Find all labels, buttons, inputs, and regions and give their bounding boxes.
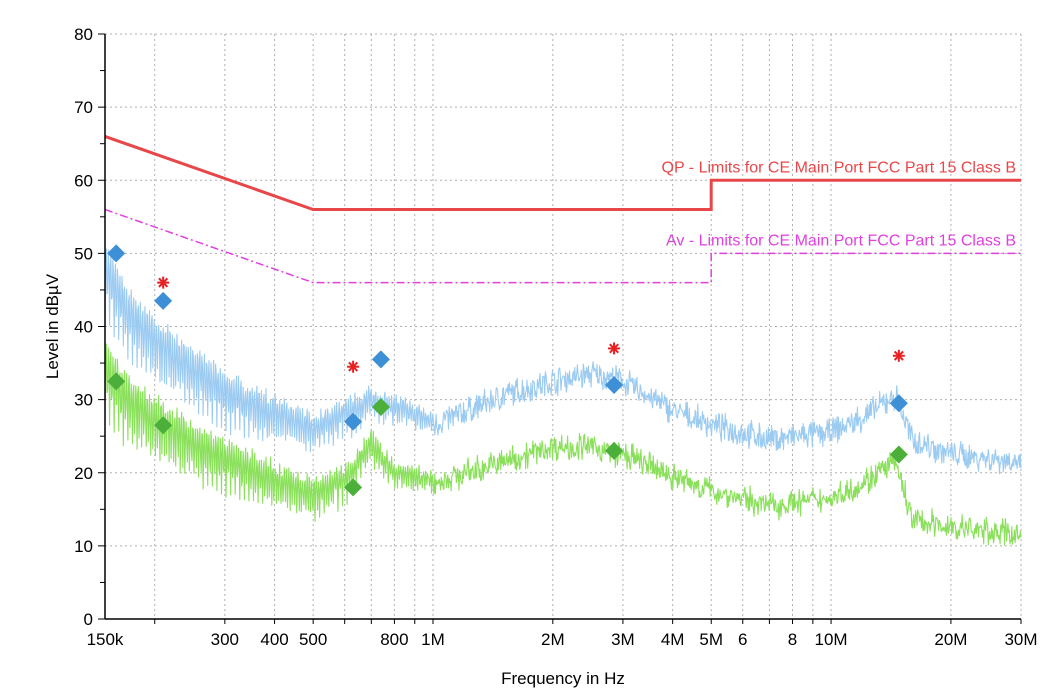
x-tick-label: 800 [380,630,408,649]
av-peak-marker [344,478,363,497]
av-limit-line [104,208,1021,284]
qp-peak-marker [889,394,908,413]
x-tick-label: 5M [699,630,723,649]
x-tick-label: 1M [421,630,445,649]
x-tick-label: 10M [815,630,848,649]
y-tick-label: 40 [74,318,93,337]
y-tick-label: 30 [74,391,93,410]
y-tick-label: 10 [74,537,93,556]
x-tick-label: 2M [541,630,565,649]
x-tick-label: 20M [934,630,967,649]
x-tick-label: 150k [87,630,124,649]
critical-frequency-star [157,276,170,289]
x-axis-title: Frequency in Hz [501,669,625,688]
x-tick-label: 6 [738,630,747,649]
qp-peak-marker [344,412,363,431]
qp-peak-marker [371,350,390,369]
y-tick-label: 50 [74,244,93,263]
markers [107,244,908,497]
x-tick-label: 300 [211,630,239,649]
qp-limit-label: QP - Limits for CE Main Port FCC Part 15… [662,159,1016,176]
x-tick-label: 4M [661,630,685,649]
measurement-trace-1 [104,248,1022,475]
y-tick-label: 80 [74,25,93,44]
x-tick-label: 30M [1004,630,1037,649]
x-tick-label: 400 [260,630,288,649]
av-peak-marker [371,397,390,416]
star-stroke [609,343,619,354]
critical-frequency-star [347,360,360,373]
qp-peak-marker [107,244,126,263]
x-tick-label: 500 [299,630,327,649]
grid [105,33,1022,619]
limit-lines [104,134,1021,284]
critical-frequency-star [892,349,905,362]
qp-peak-marker [154,291,173,310]
qp-peak-marker [605,376,624,394]
critical-frequency-star [608,342,621,355]
measurement-trace-2 [104,343,1022,546]
y-axis-title: Level in dBµV [43,273,62,379]
star-stroke [348,361,359,372]
av-limit-label: Av - Limits for CE Main Port FCC Part 15… [666,232,1016,249]
y-tick-label: 20 [74,464,93,483]
av-peak-marker [605,441,624,460]
qp-limit-line [104,134,1021,211]
av-peak-marker [889,445,908,464]
star-stroke [893,350,904,361]
series-layer [104,248,1022,546]
x-tick-label: 8 [788,630,797,649]
av-peak-marker [107,372,126,391]
axes: 0 10 20 30 40 50 60 70 80 150k 300 400 500 800 1M 2M 3M 4… [74,25,1037,649]
x-tick-label: 3M [611,630,635,649]
y-tick-label: 70 [74,98,93,117]
y-tick-label: 60 [74,171,93,190]
y-tick-label: 0 [84,610,93,629]
star-stroke [158,277,169,288]
av-peak-marker [154,416,173,435]
